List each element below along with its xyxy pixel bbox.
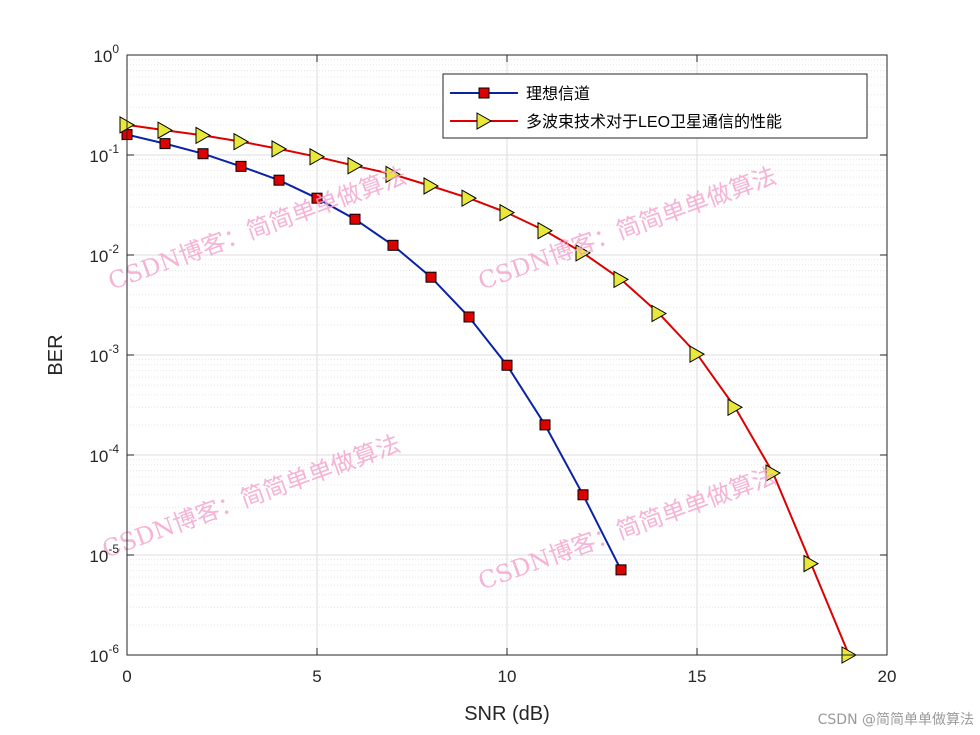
- y-tick-label: 10-5: [89, 542, 119, 566]
- data-point-triangle: [233, 132, 250, 151]
- x-tick-label: 20: [878, 667, 897, 686]
- data-point-triangle: [385, 165, 402, 184]
- data-point-triangle: [195, 126, 212, 145]
- legend: 理想信道 多波束技术对于LEO卫星通信的性能: [442, 73, 868, 139]
- data-point-triangle: [423, 177, 440, 195]
- data-point-triangle: [309, 147, 326, 166]
- data-point-triangle: [803, 554, 820, 573]
- data-point-square: [159, 138, 171, 150]
- footer-watermark: CSDN @简简单单做算法: [817, 712, 974, 728]
- data-point-triangle: [347, 156, 364, 175]
- data-point-square: [615, 564, 627, 576]
- data-point-triangle: [461, 189, 478, 208]
- y-tick-label: 100: [93, 42, 119, 66]
- data-point-triangle: [537, 221, 554, 240]
- data-point-triangle: [157, 121, 174, 140]
- y-tick-label: 10-6: [89, 642, 119, 666]
- data-point-triangle: [613, 270, 630, 289]
- y-tick-label: 10-3: [89, 342, 119, 366]
- data-point-square: [311, 192, 323, 204]
- x-tick-label: 10: [498, 667, 517, 686]
- plot-series: [119, 116, 858, 664]
- y-tick-label: 10-2: [89, 242, 119, 266]
- series-line-1: [126, 123, 850, 656]
- data-point-triangle: [651, 304, 668, 323]
- grid: [126, 54, 888, 656]
- data-point-square: [463, 311, 475, 323]
- y-tick-label: 10-1: [89, 142, 119, 166]
- legend-label-ideal: 理想信道: [526, 85, 590, 103]
- data-point-triangle: [765, 464, 782, 482]
- data-point-triangle: [499, 203, 516, 222]
- data-point-triangle: [575, 244, 592, 262]
- y-tick-label: 10-4: [89, 442, 119, 466]
- data-point-square: [577, 489, 589, 501]
- data-point-square: [501, 359, 513, 371]
- data-point-square: [349, 213, 361, 225]
- x-tick-label: 15: [688, 667, 707, 686]
- legend-marker-ideal: [478, 87, 490, 99]
- legend-marker-leo: [476, 112, 493, 130]
- data-point-square: [425, 271, 437, 283]
- y-axis-label: BER: [45, 334, 67, 375]
- legend-label-leo: 多波束技术对于LEO卫星通信的性能: [526, 113, 782, 131]
- axis-ticks: 0 5 10 15 20 10-6 10-5 10-4 10-3 10-2 10-1 100: [89, 42, 896, 686]
- data-point-square: [235, 160, 247, 172]
- series-line-0: [126, 133, 622, 571]
- data-point-square: [539, 419, 551, 431]
- data-point-square: [273, 174, 285, 186]
- x-tick-label: 5: [312, 667, 321, 686]
- data-point-square: [387, 239, 399, 251]
- legend-box: [442, 73, 868, 139]
- data-point-square: [197, 148, 209, 160]
- x-axis-label: SNR (dB): [464, 703, 550, 725]
- data-point-triangle: [271, 140, 288, 158]
- data-point-triangle: [727, 398, 744, 417]
- data-point-triangle: [689, 345, 706, 364]
- x-tick-label: 0: [122, 667, 131, 686]
